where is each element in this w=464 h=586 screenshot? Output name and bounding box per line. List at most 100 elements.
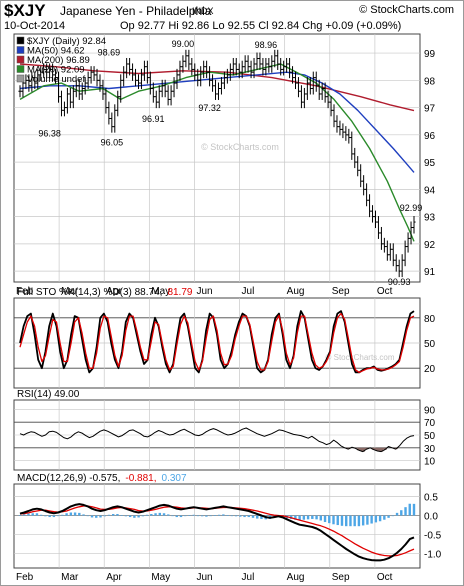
- month-label-bottom: Apr: [106, 572, 122, 583]
- macd-histogram-bar: [349, 515, 352, 527]
- macd-histogram-bar: [52, 515, 56, 518]
- macd-histogram-bar: [82, 514, 85, 516]
- rsi-ytick-label: 10: [424, 457, 436, 468]
- macd-histogram-bar: [128, 515, 132, 518]
- month-label-bottom: Feb: [16, 572, 34, 583]
- month-label-top: May: [151, 286, 170, 297]
- macd-histogram-bar: [120, 515, 123, 516]
- price-annotation: 90.93: [388, 277, 411, 287]
- macd-histogram-bar: [345, 515, 348, 527]
- macd-histogram-bar: [400, 510, 403, 516]
- rsi-ytick-label: 70: [424, 418, 436, 429]
- price-annotation: 98.69: [98, 48, 121, 58]
- price-ytick-label: 92: [424, 240, 436, 251]
- rsi-oversold-fill: [346, 447, 351, 450]
- macd-histogram-bar: [78, 512, 81, 516]
- brand-label: © StockCharts.com: [359, 4, 454, 16]
- price-ytick-label: 97: [424, 104, 436, 115]
- macd-ytick-label: 0.0: [424, 512, 438, 523]
- price-ytick-label: 91: [424, 267, 436, 278]
- macd-histogram-bar: [23, 514, 26, 516]
- month-label-bottom: Jul: [242, 572, 255, 583]
- macd-histogram-bar: [69, 512, 73, 516]
- macd-histogram-bar: [150, 514, 153, 516]
- sto-legend-1: 81.79: [167, 287, 192, 298]
- sto-ytick-label: 50: [424, 339, 436, 350]
- rsi-legend-0: RSI(14) 49.00: [17, 389, 80, 400]
- macd-histogram-bar: [251, 515, 255, 518]
- macd-histogram-bar: [56, 515, 60, 517]
- price-annotation: 96.38: [38, 128, 61, 138]
- macd-histogram-bar: [234, 515, 238, 517]
- sto-series-%K: [19, 310, 415, 374]
- macd-histogram-bar: [315, 515, 318, 520]
- quote-summary: Op 92.77 Hi 92.86 Lo 92.55 Cl 92.84 Chg …: [120, 20, 402, 32]
- macd-histogram-bar: [319, 515, 322, 521]
- price-annotation: 96.05: [101, 137, 124, 147]
- month-label-top: Aug: [287, 286, 305, 297]
- macd-histogram-bar: [116, 514, 119, 516]
- macd-histogram-bar: [184, 515, 187, 517]
- macd-legend-0: MACD(12,26,9) -0.575,: [17, 473, 120, 484]
- rsi-oversold-fill: [364, 447, 369, 450]
- price-ytick-label: 94: [424, 185, 436, 196]
- price-annotation: 97.32: [198, 103, 221, 113]
- price-annotation: 96.91: [142, 114, 165, 124]
- macd-histogram-bar: [357, 515, 361, 527]
- ma50-line: [19, 71, 415, 173]
- macd-histogram-bar: [230, 515, 234, 517]
- macd-histogram-bar: [243, 515, 246, 518]
- month-label-bottom: May: [151, 572, 170, 583]
- month-label-bottom: Mar: [61, 572, 79, 583]
- rsi-oversold-fill: [360, 447, 365, 452]
- price-ytick-label: 98: [424, 76, 436, 87]
- macd-histogram-bar: [323, 515, 327, 523]
- macd-histogram-bar: [167, 514, 170, 516]
- macd-histogram-bar: [328, 515, 331, 524]
- macd-histogram-bar: [404, 507, 407, 516]
- price-panel: [13, 33, 421, 283]
- sto-legend-0: Full STO %K(14,3) %D(3) 88.74,: [17, 287, 162, 298]
- quote-date: 10-Oct-2014: [4, 20, 66, 32]
- month-label-top: Jul: [242, 286, 255, 297]
- sto-ytick-label: 80: [424, 314, 436, 325]
- macd-legend-2: 0.307: [162, 473, 187, 484]
- macd-histogram-bar: [374, 515, 378, 523]
- macd-histogram-bar: [61, 514, 64, 516]
- macd-histogram-bar: [213, 515, 217, 516]
- macd-histogram-bar: [391, 515, 395, 517]
- macd-line: [19, 503, 415, 562]
- macd-histogram-bar: [73, 512, 77, 516]
- price-legend-4: Volume undef: [27, 74, 85, 85]
- rsi-oversold-fill: [382, 447, 387, 450]
- macd-histogram-bar: [239, 515, 242, 517]
- symbol-title: $XJY: [4, 1, 46, 20]
- macd-histogram-bar: [383, 515, 386, 520]
- macd-histogram-bar: [247, 515, 250, 518]
- macd-histogram-bar: [31, 513, 34, 516]
- macd-histogram-bar: [332, 515, 335, 525]
- rsi-oversold-fill: [371, 447, 376, 450]
- macd-histogram-bar: [294, 515, 297, 520]
- price-legend-1: MA(50) 94.62: [27, 46, 85, 57]
- company-name: Japanese Yen - Philadelphia: [60, 4, 212, 18]
- macd-histogram-bar: [222, 514, 225, 516]
- macd-histogram-bar: [387, 515, 390, 518]
- macd-histogram-bar: [162, 513, 166, 516]
- macd-histogram-bar: [86, 515, 89, 517]
- macd-legend-1: -0.881,: [125, 473, 156, 484]
- macd-histogram-bar: [171, 515, 174, 517]
- macd-histogram-bar: [137, 515, 140, 518]
- price-ytick-label: 96: [424, 131, 436, 142]
- macd-histogram-bar: [48, 515, 51, 518]
- sto-ytick-label: 20: [424, 364, 436, 375]
- macd-histogram-bar: [302, 515, 306, 520]
- price-annotation: 92.99: [400, 203, 423, 213]
- rsi-oversold-fill: [357, 447, 362, 451]
- macd-histogram-bar: [340, 515, 344, 526]
- macd-ytick-label: 0.5: [424, 493, 438, 504]
- macd-histogram-bar: [412, 503, 416, 516]
- price-ytick-label: 99: [424, 49, 436, 60]
- macd-histogram-bar: [217, 514, 221, 516]
